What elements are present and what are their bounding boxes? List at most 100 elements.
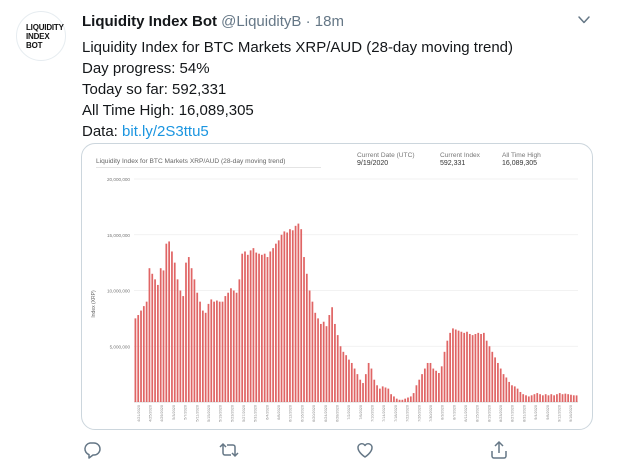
bar <box>157 284 159 402</box>
x-tick-label: 5/15/2020 <box>207 405 211 422</box>
bar <box>348 359 350 402</box>
x-tick-label: 5/23/2020 <box>230 405 234 422</box>
bar <box>471 335 474 402</box>
bar <box>246 254 249 402</box>
bar <box>527 396 530 402</box>
bar <box>485 340 488 402</box>
bar <box>474 333 477 402</box>
x-tick-label: 6/4/2020 <box>265 405 269 420</box>
bar <box>497 362 499 402</box>
bar <box>289 229 291 402</box>
bar <box>432 368 435 402</box>
bar <box>457 330 460 402</box>
chart-title: Liquidity Index for BTC Markets XRP/AUD … <box>96 158 285 165</box>
bar <box>356 374 359 403</box>
author-name[interactable]: Liquidity Index Bot <box>82 13 217 30</box>
x-tick-label: 4/29/2020 <box>160 405 164 422</box>
bar <box>140 310 142 402</box>
retweet-icon[interactable] <box>218 439 240 461</box>
bar <box>334 323 336 402</box>
ath-value: 16,089,305 <box>502 160 537 167</box>
y-axis-label: Index (XRP) <box>91 290 97 318</box>
tweet-line: Today so far: 592,331 <box>82 81 227 98</box>
bar <box>452 328 454 402</box>
bar <box>207 303 210 402</box>
x-tick-label: 6/28/2020 <box>336 405 340 422</box>
y-tick-label: 15,000,000 <box>107 233 130 238</box>
bar <box>362 383 364 402</box>
bar <box>283 231 286 402</box>
bar <box>216 300 218 402</box>
bar <box>390 394 392 402</box>
bar <box>353 368 356 402</box>
data-link[interactable]: bit.ly/2S3ttu5 <box>122 123 209 140</box>
bar <box>421 374 423 403</box>
x-tick-label: 7/6/2020 <box>359 405 363 420</box>
bar <box>539 394 541 402</box>
x-tick-label: 4/25/2020 <box>149 405 153 422</box>
bar <box>511 385 513 402</box>
bar <box>395 398 398 402</box>
bar <box>516 388 519 402</box>
bar <box>398 399 401 402</box>
bar <box>364 374 367 403</box>
current-index-value: 592,331 <box>440 160 465 167</box>
x-tick-label: 7/30/2020 <box>429 405 433 422</box>
bar <box>542 395 544 402</box>
bar <box>488 346 491 402</box>
bar <box>404 398 407 402</box>
heart-icon[interactable] <box>354 439 376 461</box>
x-tick-label: 7/18/2020 <box>394 405 398 422</box>
bar <box>463 332 466 402</box>
avatar-line: BOT <box>26 40 43 50</box>
y-tick-label: 10,000,000 <box>107 289 130 294</box>
author-handle[interactable]: @LiquidityB <box>221 13 302 30</box>
bar <box>482 332 485 402</box>
title-underline <box>96 167 321 168</box>
bar <box>137 315 140 402</box>
bar <box>305 273 308 402</box>
bar <box>494 357 496 402</box>
bar <box>266 257 269 402</box>
bar <box>159 268 162 402</box>
bar <box>418 379 421 402</box>
bar <box>426 362 429 402</box>
bar <box>269 251 272 402</box>
bar <box>359 379 362 402</box>
bar <box>300 229 303 402</box>
current-index-label: Current Index <box>440 152 481 159</box>
bar <box>176 279 179 402</box>
x-tick-label: 8/7/2020 <box>452 405 456 420</box>
x-tick-label: 8/15/2020 <box>476 405 480 422</box>
chevron-down-icon[interactable] <box>577 13 591 27</box>
share-icon[interactable] <box>488 439 510 461</box>
avatar[interactable]: LIQUIDITY INDEX BOT <box>16 11 66 61</box>
bar <box>173 262 176 403</box>
bar <box>499 368 502 402</box>
bar <box>502 374 505 403</box>
x-tick-label: 6/20/2020 <box>312 405 316 422</box>
bar <box>336 335 339 402</box>
bar <box>151 273 154 402</box>
timestamp[interactable]: 18m <box>314 13 344 30</box>
bar <box>148 268 151 402</box>
bar <box>134 318 137 403</box>
bar <box>423 368 426 402</box>
x-tick-label: 7/2/2020 <box>347 405 351 420</box>
bar <box>384 387 387 402</box>
reply-icon[interactable] <box>81 439 103 461</box>
bar-series <box>134 223 578 403</box>
tweet-text: Liquidity Index for BTC Markets XRP/AUD … <box>82 37 513 142</box>
bar <box>393 396 395 402</box>
bar <box>204 312 207 402</box>
bar <box>536 393 539 402</box>
bar <box>272 248 274 402</box>
x-tick-label: 8/23/2020 <box>499 405 503 422</box>
media-card[interactable]: Liquidity Index for BTC Markets XRP/AUD … <box>81 143 593 430</box>
x-tick-label: 7/14/2020 <box>382 405 386 422</box>
bar <box>244 251 246 402</box>
y-tick-label: 20,000,000 <box>107 177 130 182</box>
bar <box>224 296 227 402</box>
bar <box>162 270 165 402</box>
